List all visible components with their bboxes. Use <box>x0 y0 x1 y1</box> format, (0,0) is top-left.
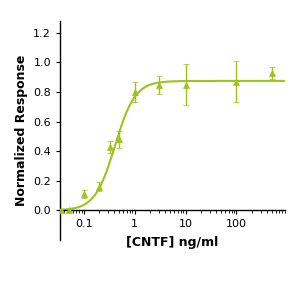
X-axis label: [CNTF] ng/ml: [CNTF] ng/ml <box>126 236 219 249</box>
Y-axis label: Normalized Response: Normalized Response <box>15 55 28 206</box>
